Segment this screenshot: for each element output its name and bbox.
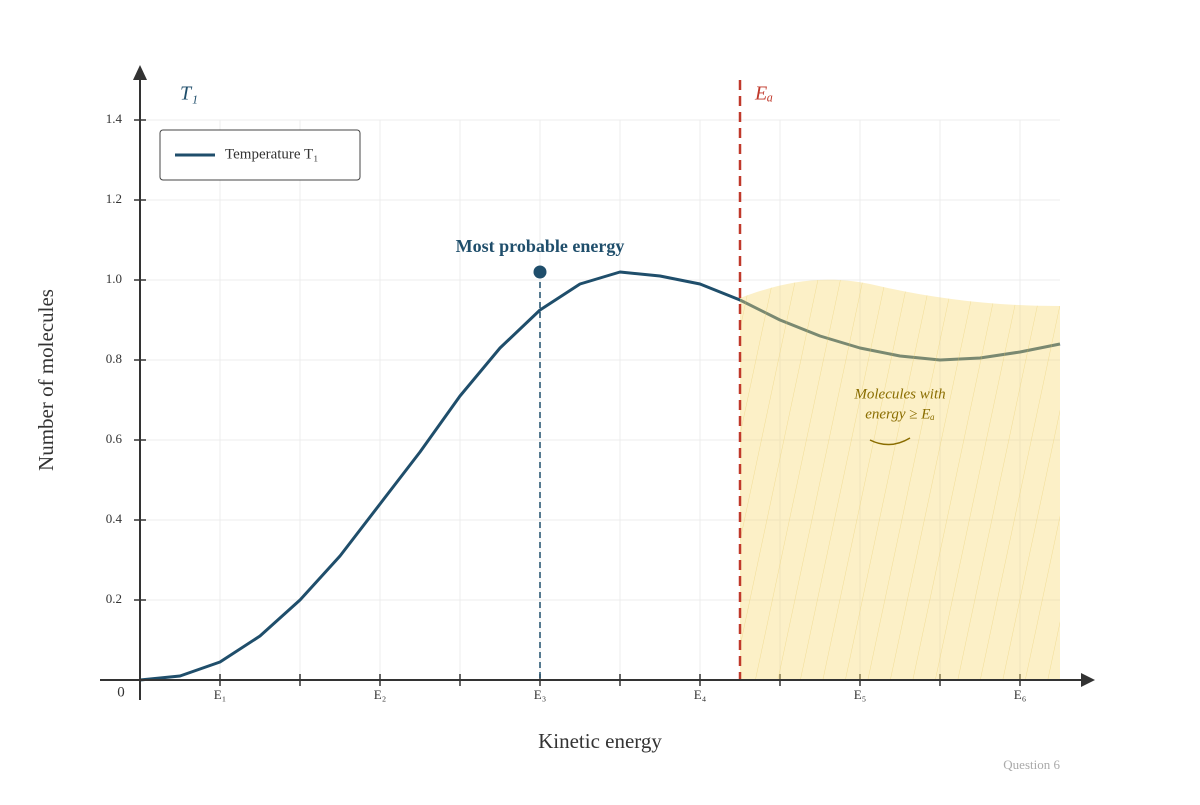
y-tick-label: 1.2 [106,191,122,206]
shade-label: Molecules with [853,386,945,402]
y-tick-label: 0.2 [106,591,122,606]
hatch [740,279,1060,680]
x-tick-label: E₂ [374,687,386,702]
x-tick-label: E₅ [854,687,866,702]
shaded-region [740,279,1060,680]
y-axis-label: Number of molecules [34,289,58,471]
footer: Question 6 [1003,757,1060,772]
most-probable-point [533,265,547,279]
y-tick-label: 0.4 [106,511,123,526]
annotations: Eₐ [738,80,773,680]
y-arrow [133,65,147,80]
x-tick-label: E₄ [694,687,707,702]
most-probable-label: Most probable energy [456,236,625,256]
series-label: T₁ [180,83,198,105]
y-tick-label: 1.0 [106,271,122,286]
x-axis-label: Kinetic energy [538,729,662,753]
activation-label: Eₐ [754,83,773,105]
origin-label: 0 [117,684,125,700]
brace [869,437,911,446]
legend: Temperature T₁ [159,129,361,181]
shade-label: energy ≥ Eₐ [865,406,935,422]
x-tick-label: E₆ [1014,687,1026,702]
x-tick-label: E₁ [214,687,226,702]
y-tick-label: 1.4 [106,111,123,126]
x-tick-label: E₃ [534,687,546,702]
y-tick-label: 0.8 [106,351,122,366]
x-arrow [1081,673,1095,687]
legend-label: Temperature T₁ [225,146,318,162]
y-tick-label: 0.6 [106,431,123,446]
axes [100,65,1095,700]
legend-box [159,129,361,181]
